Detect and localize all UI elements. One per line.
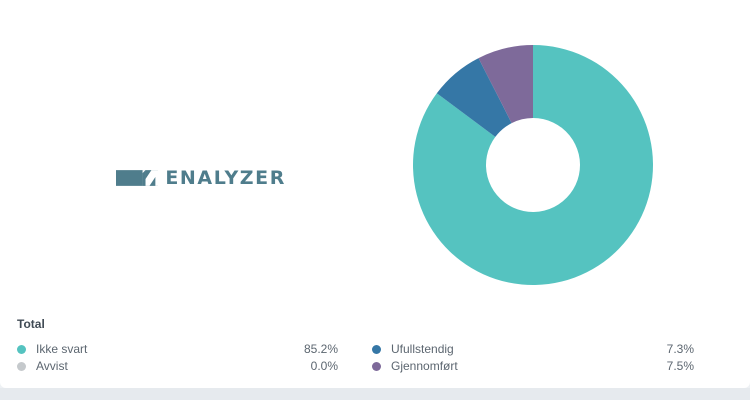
legend-dot-ufullstendig: [372, 344, 381, 354]
legend-item-avvist: Avvist 0.0%: [17, 358, 338, 374]
legend-title: Total: [17, 317, 45, 331]
legend-item-ufullstendig: Ufullstendig 7.3%: [372, 341, 694, 357]
card-bottom-edge: [0, 388, 750, 400]
donut-slice-gjennomfort: [478, 45, 533, 124]
legend-label-ufullstendig: Ufullstendig: [391, 342, 454, 356]
legend-dot-ikke-svart: [17, 344, 26, 354]
legend-value-ikke-svart: 85.2%: [303, 342, 338, 356]
legend-label-avvist: Avvist: [36, 359, 68, 373]
legend-value-avvist: 0.0%: [310, 359, 338, 373]
legend-value-ufullstendig: 7.3%: [666, 342, 694, 356]
enalyzer-logo: ENALYZER: [116, 168, 286, 188]
donut-slice-ikke-svart: [413, 45, 653, 285]
enalyzer-logo-text: ENALYZER: [165, 167, 286, 189]
donut-chart: [413, 45, 653, 285]
legend-value-gjennomfort: 7.5%: [666, 359, 694, 373]
enalyzer-logo-mark: [116, 170, 159, 186]
legend-item-ikke-svart: Ikke svart 85.2%: [17, 341, 338, 357]
legend-dot-gjennomfort: [372, 361, 381, 371]
donut-slice-ufullstendig: [436, 58, 512, 137]
legend-dot-avvist: [17, 361, 26, 371]
legend-label-ikke-svart: Ikke svart: [36, 342, 88, 356]
legend-item-gjennomfort: Gjennomført 7.5%: [372, 358, 694, 374]
chart-card: ENALYZER Total Ikke svart 85.2% Avvist 0…: [0, 0, 750, 388]
legend-label-gjennomfort: Gjennomført: [391, 359, 458, 373]
